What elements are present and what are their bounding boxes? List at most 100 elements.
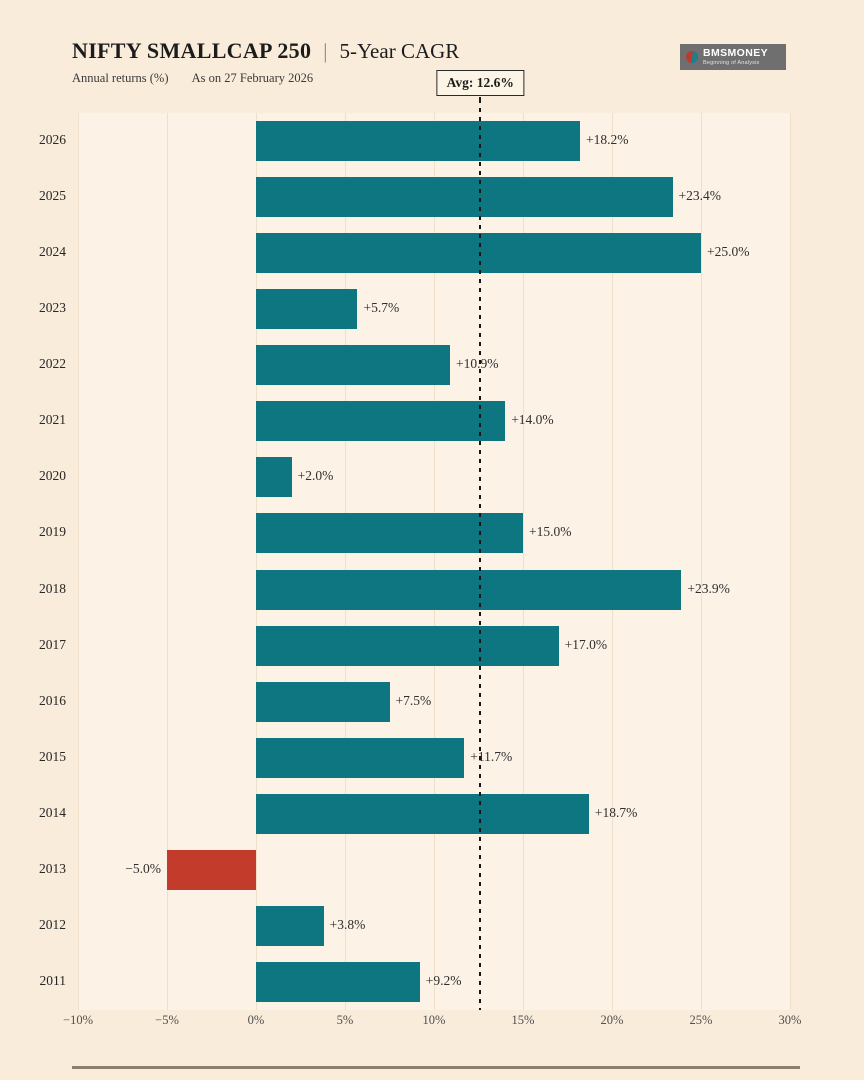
- bar-row-2019: 2019 +15.0%: [39, 505, 790, 561]
- gridline--5: [166, 113, 168, 1010]
- bar-2021: [256, 401, 506, 442]
- bar-row-2020: 2020 +2.0%: [39, 449, 790, 505]
- bar-2011: [256, 961, 420, 1002]
- year-label-2023: 2023: [39, 300, 66, 316]
- year-label-2018: 2018: [39, 580, 66, 596]
- value-label-2023: +5.7%: [363, 300, 400, 316]
- gridline-20: [611, 113, 613, 1010]
- value-label-2014: +18.7%: [594, 804, 638, 820]
- bar-2022: [256, 345, 451, 386]
- year-label-2020: 2020: [39, 468, 66, 484]
- value-label-2025: +23.4%: [678, 188, 721, 204]
- value-label-2011: +9.2%: [425, 972, 462, 988]
- year-label-2022: 2022: [39, 356, 66, 372]
- average-badge-tick: [479, 97, 482, 103]
- subtitle-date: As on 27 February 2026: [191, 71, 314, 85]
- bar-row-2026: 2026 +18.2%: [39, 113, 790, 169]
- title-metric: 5-Year CAGR: [339, 39, 460, 63]
- bar-row-2017: 2017 +17.0%: [39, 618, 790, 674]
- bar-2015: [256, 737, 465, 778]
- bar-2018: [256, 569, 682, 610]
- bar-2016: [256, 681, 390, 722]
- bar-2023: [256, 289, 358, 330]
- value-label-2019: +15.0%: [529, 524, 572, 540]
- bar-row-2021: 2021 +14.0%: [39, 393, 790, 449]
- value-label-2017: +17.0%: [564, 636, 608, 652]
- bar-2017: [256, 625, 559, 666]
- x-tick-label-5: 5%: [336, 1013, 354, 1027]
- x-tick-label-25: 25%: [689, 1013, 713, 1027]
- year-label-2019: 2019: [39, 524, 66, 540]
- bar-2012: [256, 905, 324, 946]
- bar-2014: [256, 793, 589, 834]
- value-label-2012: +3.8%: [329, 916, 366, 932]
- gridline-10: [433, 113, 435, 1010]
- year-label-2013: 2013: [39, 860, 66, 876]
- year-label-2012: 2012: [39, 916, 66, 932]
- x-tick-label-10: 10%: [422, 1013, 446, 1027]
- title-separator: |: [323, 39, 328, 63]
- x-tick-label--10: −10%: [63, 1013, 93, 1027]
- average-dashed-line: [479, 99, 482, 1010]
- value-label-2013: −5.0%: [125, 860, 161, 876]
- x-tick-label--5: −5%: [155, 1013, 179, 1027]
- gridline--10: [77, 113, 79, 1010]
- x-tick-label-30: 30%: [778, 1013, 802, 1027]
- year-label-2024: 2024: [39, 244, 66, 260]
- brand-name: BMSMONEY: [703, 47, 769, 59]
- value-label-2020: +2.0%: [297, 468, 334, 484]
- average-badge: Avg: 12.6%: [436, 70, 524, 96]
- bar-row-2016: 2016 +7.5%: [39, 674, 790, 730]
- bar-2025: [256, 177, 673, 218]
- year-label-2011: 2011: [39, 972, 67, 988]
- gridline-25: [700, 113, 702, 1010]
- value-label-2026: +18.2%: [585, 132, 629, 148]
- bar-row-2025: 2025 +23.4%: [39, 169, 790, 225]
- value-label-2021: +14.0%: [511, 412, 554, 428]
- x-tick-label-15: 15%: [511, 1013, 535, 1027]
- bar-2020: [256, 457, 292, 498]
- value-label-2022: +10.9%: [456, 356, 499, 372]
- year-label-2016: 2016: [39, 692, 66, 708]
- page-title: NIFTY SMALLCAP 250 | 5-Year CAGR: [72, 38, 459, 64]
- plot-area: 2026 +18.2% 2025 +23.4% 2024 +25.0% 2023 +5.7% 2…: [39, 99, 791, 1010]
- gridline-30: [789, 113, 791, 1010]
- year-label-2017: 2017: [39, 636, 66, 652]
- bar-row-2022: 2022 +10.9%: [39, 337, 790, 393]
- bar-row-2012: 2012 +3.8%: [39, 898, 790, 954]
- x-tick-label-0: 0%: [247, 1013, 265, 1027]
- subtitle-metric: Annual returns (%): [72, 71, 169, 85]
- brand-logo: BMSMONEY Beginning of Analysis: [680, 44, 786, 70]
- bar-row-2018: 2018 +23.9%: [39, 562, 790, 618]
- bar-row-2023: 2023 +5.7%: [39, 281, 790, 337]
- title-index-name: NIFTY SMALLCAP 250: [72, 38, 312, 63]
- bar-2026: [256, 121, 580, 162]
- x-tick-label-20: 20%: [600, 1013, 624, 1027]
- bar-row-2015: 2015 +11.7%: [39, 730, 790, 786]
- bar-row-2011: 2011 +9.2%: [40, 954, 790, 1010]
- brand-logo-icon: [686, 51, 698, 63]
- bottom-divider: [72, 1066, 800, 1069]
- year-label-2025: 2025: [39, 188, 66, 204]
- year-label-2015: 2015: [39, 748, 66, 764]
- value-label-2015: +11.7%: [470, 748, 513, 764]
- year-label-2014: 2014: [39, 804, 66, 820]
- value-label-2024: +25.0%: [707, 244, 750, 260]
- bar-row-2024: 2024 +25.0%: [39, 225, 790, 281]
- value-label-2016: +7.5%: [395, 692, 432, 708]
- value-label-2018: +23.9%: [687, 580, 730, 596]
- year-label-2026: 2026: [39, 132, 66, 148]
- bar-2024: [256, 233, 701, 274]
- bar-row-2013: 2013 −5.0%: [39, 842, 790, 898]
- gridline-0: [255, 113, 257, 1010]
- gridline-5: [344, 113, 346, 1010]
- gridline-15: [522, 113, 524, 1010]
- year-label-2021: 2021: [39, 412, 66, 428]
- brand-tagline: Beginning of Analysis: [703, 59, 760, 66]
- bar-row-2014: 2014 +18.7%: [39, 786, 790, 842]
- bar-2019: [256, 513, 523, 554]
- bar-2013: [167, 849, 256, 890]
- subtitle: Annual returns (%) As on 27 February 202…: [72, 71, 313, 86]
